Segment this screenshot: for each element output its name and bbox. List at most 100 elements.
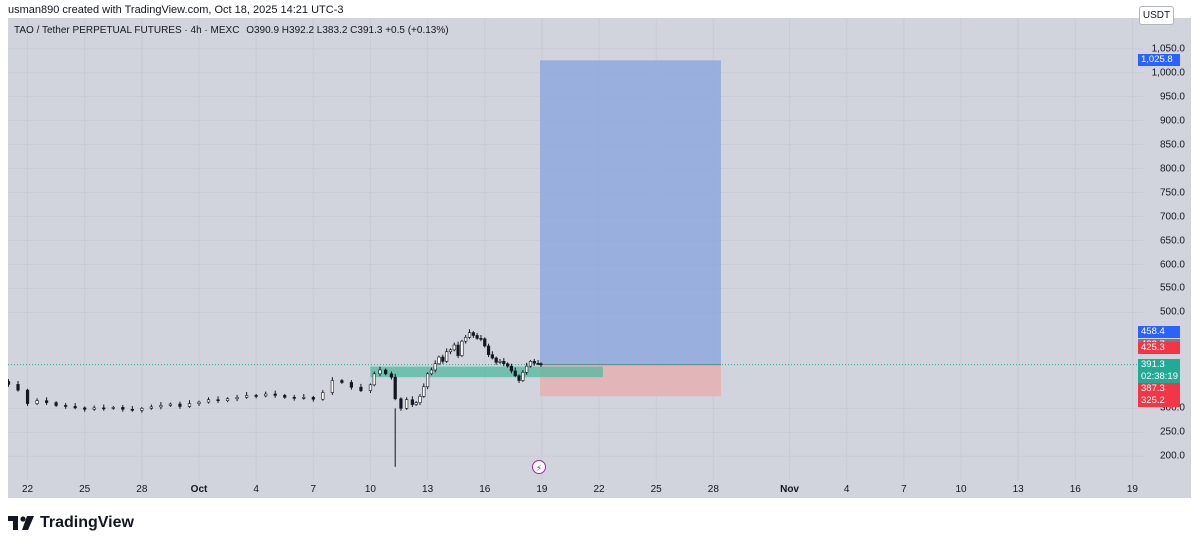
candle-body: [528, 361, 533, 367]
candle-body: [513, 370, 517, 377]
candle-body: [460, 340, 464, 356]
time-tick-label: 10: [955, 484, 967, 495]
candle-body: [483, 338, 487, 347]
chart-credit: usman890 created with TradingView.com, O…: [8, 4, 344, 16]
candle-body: [517, 375, 521, 381]
candle-body: [168, 403, 173, 406]
candle-body: [73, 406, 77, 409]
entry-zone: [370, 366, 603, 378]
candle-body: [83, 407, 87, 410]
price-plot[interactable]: [8, 18, 1144, 480]
time-tick-label: 13: [1012, 484, 1024, 495]
price-tag: 391.3: [1138, 358, 1180, 371]
candle-body: [178, 403, 182, 407]
candle-body: [225, 398, 230, 401]
candle-body: [206, 399, 211, 403]
candle-body: [302, 397, 306, 399]
candle-body: [425, 373, 430, 388]
candle-body: [16, 384, 20, 391]
price-tag: 325.2: [1138, 395, 1180, 408]
candle-body: [44, 400, 49, 403]
time-tick-label: 7: [901, 484, 907, 495]
candle-body: [372, 373, 376, 386]
currency-button[interactable]: USDT: [1139, 6, 1174, 25]
candle-body: [509, 365, 514, 372]
candle-body: [35, 400, 39, 404]
ohlc-values: O390.9 H392.2 L383.2 C391.3 +0.5 (+0.13%…: [246, 25, 449, 36]
candle-body: [8, 381, 11, 385]
candle-body: [64, 405, 68, 407]
tradingview-logo-icon: [8, 516, 34, 530]
candle-body: [311, 397, 315, 400]
candle-body: [479, 338, 483, 340]
candle-body: [490, 354, 494, 359]
candle-body: [378, 369, 382, 375]
candle-body: [130, 409, 134, 411]
time-tick-label: 22: [21, 484, 34, 495]
candle-body: [452, 344, 456, 351]
candle-body: [389, 373, 394, 378]
target-zone: [539, 60, 721, 365]
time-tick-label: 22: [593, 484, 605, 495]
candle-body: [245, 395, 249, 398]
symbol-legend: TAO / Tether PERPETUAL FUTURES · 4h · ME…: [14, 25, 449, 36]
time-tick-label: 13: [422, 484, 434, 495]
candle-body: [149, 406, 153, 409]
candle-body: [235, 397, 239, 400]
tradingview-wordmark: TradingView: [40, 514, 134, 531]
time-tick-label: 7: [310, 484, 317, 495]
time-axis[interactable]: 22 25 28 Oct 4 7 10 13 16 19 22 25 28 Nov 4 7 10 13 16 19: [8, 480, 1144, 498]
candle-body: [197, 401, 201, 404]
chart-area[interactable]: TAO / Tether PERPETUAL FUTURES · 4h · ME…: [8, 18, 1191, 498]
price-tag: 458.4: [1138, 326, 1180, 339]
candle-body: [330, 380, 334, 393]
candle-body: [140, 408, 144, 411]
time-tick-label: 19: [536, 484, 548, 495]
time-tick-label: 19: [1126, 484, 1138, 495]
price-tick-label: 950.0: [1159, 91, 1185, 103]
price-axis[interactable]: 1,050.0 1,000.0 950.0 900.0 850.0 800.0 750.0 7…: [1144, 18, 1191, 498]
time-tick-label: 25: [650, 484, 662, 495]
price-tick-label: 900.0: [1159, 115, 1185, 127]
price-tag: 1,025.8: [1138, 54, 1180, 67]
candle-body: [448, 349, 453, 353]
candle-body: [433, 363, 437, 371]
candle-body: [292, 397, 296, 399]
candle-body: [273, 393, 277, 396]
candle-body: [410, 399, 414, 405]
candle-body: [349, 382, 354, 388]
time-tick-label: 16: [1069, 484, 1081, 495]
price-tick-label: 1,050.0: [1151, 43, 1185, 55]
candle-body: [187, 403, 192, 407]
candle-body: [368, 384, 373, 391]
candle-body: [422, 386, 426, 397]
candle-body: [456, 344, 460, 356]
candle-body: [471, 332, 475, 336]
candle-body: [521, 372, 525, 381]
candle-body: [254, 395, 258, 397]
candle-body: [393, 376, 397, 400]
candle-body: [437, 356, 441, 365]
candle-body: [92, 407, 96, 410]
time-tick-label: 4: [253, 484, 259, 495]
lightning-event-icon[interactable]: ⚡: [532, 460, 546, 474]
candle-body: [539, 363, 543, 366]
price-tick-label: 850.0: [1159, 139, 1185, 151]
candle-body: [464, 337, 468, 342]
candle-body: [429, 369, 434, 375]
candle-body: [475, 335, 479, 339]
time-tick-label: 28: [136, 484, 148, 495]
candle-body: [494, 357, 498, 363]
candle-body: [111, 407, 115, 409]
price-tick-label: 1,000.0: [1151, 67, 1185, 79]
candle-body: [359, 386, 363, 391]
time-tick-label: 4: [843, 484, 850, 495]
candle-body: [121, 407, 125, 410]
price-tick-label: 250.0: [1159, 426, 1185, 438]
time-tick-label: 16: [479, 484, 491, 495]
candle-body: [216, 399, 220, 402]
tradingview-logo[interactable]: TradingView: [8, 514, 134, 532]
candle-body: [498, 361, 502, 363]
candle-body: [414, 402, 418, 405]
candle-body: [445, 351, 449, 362]
